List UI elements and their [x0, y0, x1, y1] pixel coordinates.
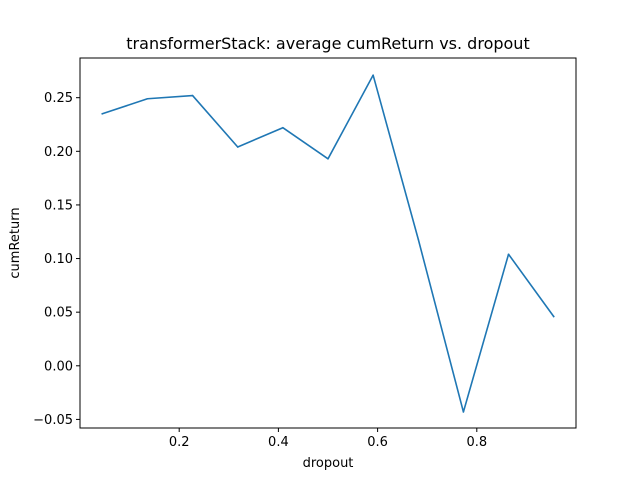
- y-tick-label: 0.10: [44, 252, 73, 267]
- plot-area: [101, 74, 555, 413]
- x-axis: 0.2 0.4 0.6 0.8: [169, 428, 487, 450]
- y-tick-label: 0.25: [44, 91, 73, 106]
- y-tick-label: 0.00: [44, 359, 73, 374]
- y-axis: −0.05 0.00 0.05 0.10 0.15 0.20 0.25: [33, 91, 80, 428]
- data-point: [236, 146, 239, 148]
- y-tick-label: 0.05: [44, 306, 73, 321]
- x-tick-label: 0.6: [367, 435, 388, 450]
- y-tick-label: 0.15: [44, 198, 73, 213]
- y-tick-label: 0.20: [44, 145, 73, 160]
- data-point: [462, 411, 465, 413]
- data-point: [507, 253, 510, 256]
- x-tick-label: 0.4: [268, 435, 289, 450]
- y-axis-label: cumReturn: [8, 207, 23, 278]
- data-point: [372, 74, 374, 76]
- data-point: [146, 97, 149, 100]
- data-point: [552, 315, 555, 318]
- chart-title: transformerStack: average cumReturn vs. …: [126, 34, 529, 53]
- y-tick-label: −0.05: [33, 413, 73, 428]
- data-point: [327, 158, 329, 160]
- data-point: [417, 238, 420, 241]
- data-point: [191, 94, 194, 97]
- axes-frame: [79, 57, 577, 429]
- data-point: [101, 112, 104, 115]
- data-point: [282, 126, 284, 129]
- x-tick-label: 0.2: [169, 435, 190, 450]
- x-tick-label: 0.8: [466, 435, 487, 450]
- x-axis-label: dropout: [303, 456, 354, 471]
